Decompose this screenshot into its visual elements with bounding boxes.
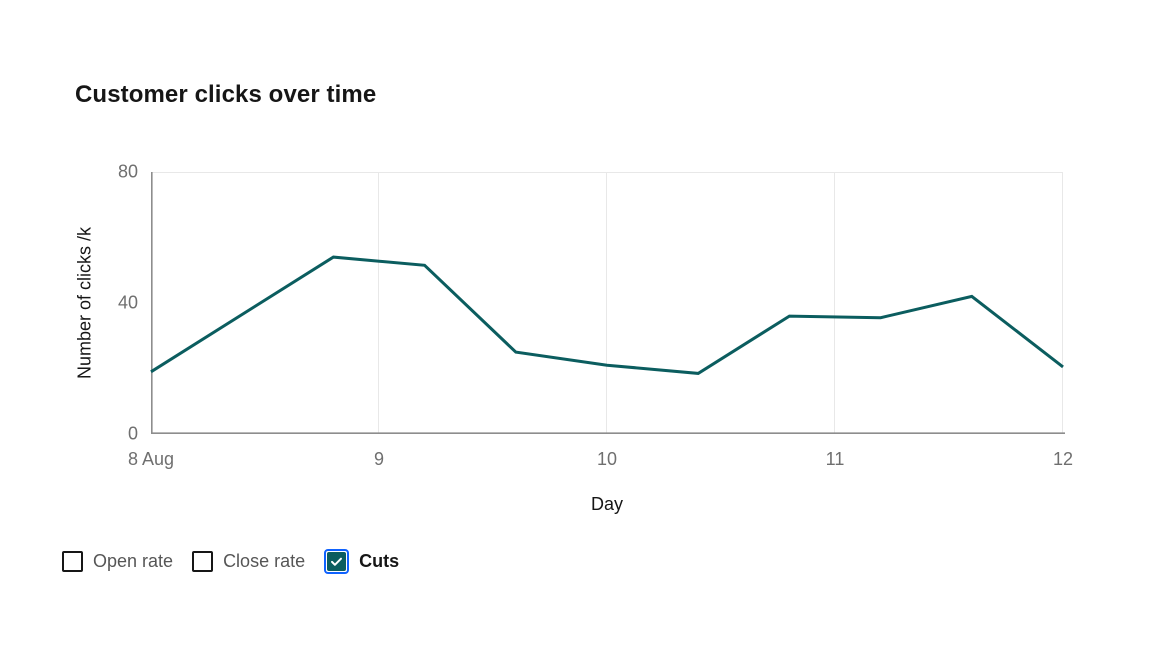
line-chart-plot: [150, 172, 1065, 435]
chart-title: Customer clicks over time: [75, 81, 377, 108]
legend-item-open-rate[interactable]: Open rate: [62, 550, 174, 572]
x-axis-title: Day: [590, 494, 624, 514]
open-rate-checkbox-unchecked[interactable]: [62, 550, 83, 572]
legend-label-cuts[interactable]: Cuts: [359, 550, 400, 571]
checkmark-icon: [331, 557, 343, 566]
y-axis-title: Number of clicks /k: [74, 226, 95, 380]
x-tick-label: 8 Aug: [127, 449, 175, 469]
cuts-checkbox-checked[interactable]: [327, 551, 347, 571]
x-tick-label: 10: [596, 449, 618, 469]
legend-label-close-rate[interactable]: Close rate: [223, 550, 306, 571]
close-rate-checkbox-unchecked[interactable]: [192, 550, 214, 572]
y-tick-label: 80: [117, 161, 138, 182]
legend-label-open-rate[interactable]: Open rate: [93, 550, 174, 571]
legend-item-close-rate[interactable]: Close rate: [192, 550, 306, 572]
x-tick-label: 12: [1052, 449, 1074, 469]
y-tick-label: 40: [117, 292, 138, 313]
checkbox-focus-ring: [324, 548, 350, 574]
y-tick-label: 0: [127, 423, 138, 444]
series-line-cuts: [150, 255, 1064, 375]
legend-item-cuts[interactable]: Cuts: [324, 548, 400, 574]
x-tick-label: 9: [373, 449, 385, 469]
chart-legend: Open rate Close rate Cuts: [62, 546, 399, 576]
x-tick-label: 11: [825, 449, 845, 469]
